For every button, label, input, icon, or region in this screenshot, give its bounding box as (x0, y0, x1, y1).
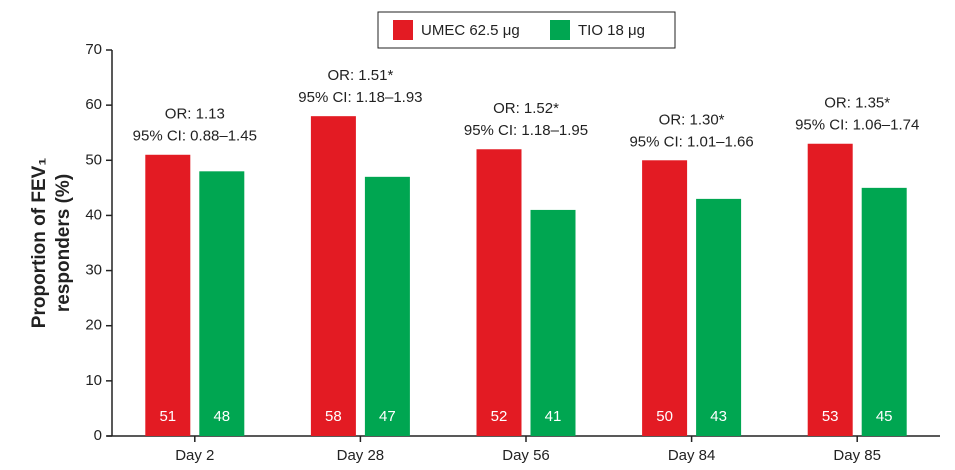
bar (807, 143, 853, 436)
y-tick-label: 0 (94, 427, 102, 444)
y-axis-label: responders (%) (53, 174, 74, 312)
y-tick-label: 20 (85, 317, 102, 334)
annotation: 95% CI: 0.88–1.45 (133, 128, 257, 145)
y-tick-label: 30 (85, 262, 102, 279)
bar (530, 209, 576, 436)
annotation: 95% CI: 1.06–1.74 (795, 117, 919, 134)
bar (642, 160, 688, 437)
bar (364, 176, 410, 437)
annotation: OR: 1.52* (493, 100, 559, 117)
bar (199, 171, 245, 437)
x-tick-label: Day 28 (337, 447, 385, 464)
bar (310, 116, 356, 437)
x-tick-label: Day 56 (502, 447, 550, 464)
annotation: 95% CI: 1.18–1.93 (298, 89, 422, 106)
x-tick-label: Day 84 (668, 447, 716, 464)
annotation: 95% CI: 1.01–1.66 (629, 133, 753, 150)
y-tick-label: 40 (85, 206, 102, 223)
value-label: 51 (159, 408, 176, 425)
y-tick-label: 60 (85, 96, 102, 113)
bar (476, 149, 522, 436)
value-label: 43 (710, 408, 727, 425)
value-label: 53 (822, 408, 839, 425)
legend-label: TIO 18 μg (578, 22, 645, 39)
y-tick-label: 70 (85, 41, 102, 58)
value-label: 48 (213, 408, 230, 425)
x-tick-label: Day 2 (175, 447, 214, 464)
annotation: OR: 1.13 (165, 106, 225, 123)
annotation: OR: 1.30* (659, 111, 725, 128)
bar (145, 154, 191, 436)
annotation: OR: 1.35* (824, 95, 890, 112)
annotation: OR: 1.51* (327, 67, 393, 84)
legend-label: UMEC 62.5 μg (421, 22, 520, 39)
bar (696, 198, 742, 436)
value-label: 45 (876, 408, 893, 425)
value-label: 52 (491, 408, 508, 425)
y-axis-label: Proportion of FEV₁ (29, 158, 50, 329)
y-tick-label: 50 (85, 151, 102, 168)
y-tick-label: 10 (85, 372, 102, 389)
legend-box (377, 11, 676, 49)
legend-swatch (550, 20, 570, 40)
value-label: 47 (379, 408, 396, 425)
legend-swatch (393, 20, 413, 40)
bar (861, 187, 907, 436)
x-tick-label: Day 85 (833, 447, 881, 464)
value-label: 58 (325, 408, 342, 425)
value-label: 50 (656, 408, 673, 425)
value-label: 41 (545, 408, 562, 425)
annotation: 95% CI: 1.18–1.95 (464, 122, 588, 139)
